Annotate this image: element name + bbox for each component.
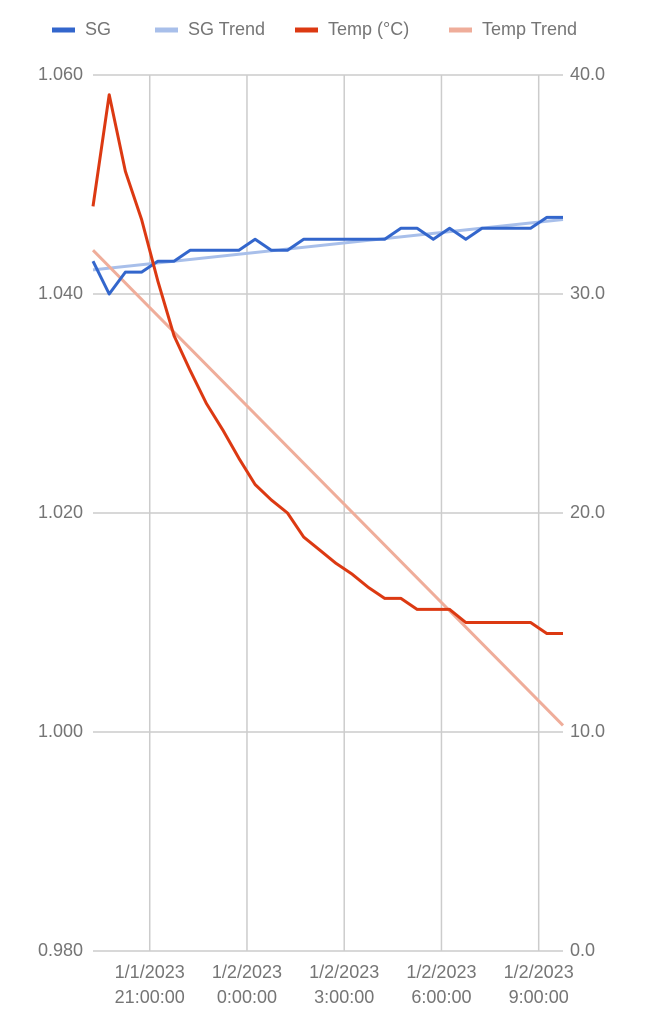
x-tick-label: 1/2/2023 0:00:00	[212, 962, 282, 1007]
y-tick-label: 1.000	[38, 721, 83, 741]
y2-tick-label: 10.0	[570, 721, 605, 741]
legend-label: SG Trend	[188, 19, 265, 39]
y-tick-label: 1.060	[38, 64, 83, 84]
series-line	[91, 215, 563, 296]
y2-tick-label: 30.0	[570, 283, 605, 303]
x-tick-label: 1/2/2023 9:00:00	[504, 962, 574, 1007]
y-tick-label: 1.040	[38, 283, 83, 303]
y2-tick-label: 20.0	[570, 502, 605, 522]
legend-label: Temp Trend	[482, 19, 577, 39]
x-tick-label: 1/2/2023 3:00:00	[309, 962, 379, 1007]
series-line	[91, 93, 563, 635]
y-tick-label: 0.980	[38, 940, 83, 960]
y2-tick-label: 0.0	[570, 940, 595, 960]
legend-label: Temp (°C)	[328, 19, 409, 39]
y-tick-label: 1.020	[38, 502, 83, 522]
y2-tick-label: 40.0	[570, 64, 605, 84]
x-tick-label: 1/2/2023 6:00:00	[406, 962, 476, 1007]
x-tick-label: 1/1/2023 21:00:00	[115, 962, 185, 1007]
legend-label: SG	[85, 19, 111, 39]
series-line	[91, 249, 565, 727]
